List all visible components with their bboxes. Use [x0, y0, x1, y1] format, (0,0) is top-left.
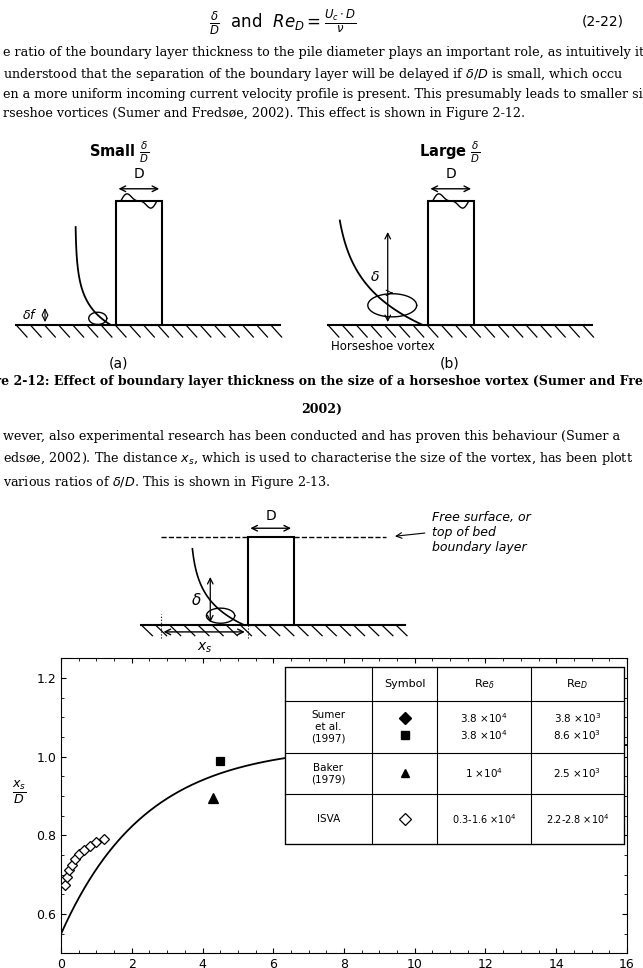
Text: 3.8 $\times$10$^4$: 3.8 $\times$10$^4$ — [460, 711, 508, 725]
Text: (b): (b) — [440, 356, 460, 370]
Text: $\delta$f: $\delta$f — [22, 308, 37, 322]
Text: 2.2-2.8 $\times$10$^4$: 2.2-2.8 $\times$10$^4$ — [546, 812, 609, 826]
Text: D: D — [446, 166, 456, 181]
Text: Small $\frac{\delta}{D}$: Small $\frac{\delta}{D}$ — [89, 140, 149, 166]
Y-axis label: $\frac{x_s}{D}$: $\frac{x_s}{D}$ — [12, 778, 27, 805]
Text: ISVA: ISVA — [317, 814, 340, 824]
Text: 8.6 $\times$10$^3$: 8.6 $\times$10$^3$ — [554, 729, 601, 742]
Text: Re$_D$: Re$_D$ — [566, 678, 588, 691]
Text: $\frac{\delta}{D}$  and  $Re_D = \frac{U_c \cdot D}{\nu}$: $\frac{\delta}{D}$ and $Re_D = \frac{U_c… — [209, 7, 357, 37]
Text: $x_s$: $x_s$ — [197, 640, 212, 654]
Text: boundary layer: boundary layer — [432, 541, 527, 555]
Text: e ratio of the boundary layer thickness to the pile diameter plays an important : e ratio of the boundary layer thickness … — [3, 46, 643, 120]
Text: Large $\frac{\delta}{D}$: Large $\frac{\delta}{D}$ — [419, 140, 481, 166]
Text: 2002): 2002) — [301, 403, 342, 416]
Text: 3.8 $\times$10$^3$: 3.8 $\times$10$^3$ — [554, 711, 601, 725]
Text: $\delta$: $\delta$ — [370, 270, 379, 284]
Text: top of bed: top of bed — [432, 527, 496, 539]
Text: Symbol: Symbol — [384, 680, 426, 689]
Text: 2.5 $\times$10$^3$: 2.5 $\times$10$^3$ — [554, 767, 601, 780]
Text: D: D — [134, 166, 144, 181]
Text: Horseshoe vortex: Horseshoe vortex — [331, 340, 435, 353]
Bar — [248, 536, 294, 625]
Text: wever, also experimental research has been conducted and has proven this behavio: wever, also experimental research has be… — [3, 431, 633, 491]
Bar — [428, 201, 474, 325]
Text: Free surface, or: Free surface, or — [432, 511, 531, 525]
Text: (a): (a) — [109, 356, 129, 370]
Text: 1 $\times$10$^4$: 1 $\times$10$^4$ — [465, 767, 503, 780]
Text: Sumer
et al.
(1997): Sumer et al. (1997) — [311, 711, 346, 743]
Text: $\delta$: $\delta$ — [191, 591, 201, 608]
Text: Baker
(1979): Baker (1979) — [311, 763, 346, 784]
Text: Re$_\delta$: Re$_\delta$ — [473, 678, 494, 691]
Bar — [116, 201, 162, 325]
Text: 0.3-1.6 $\times$10$^4$: 0.3-1.6 $\times$10$^4$ — [452, 812, 516, 826]
Text: 3.8 $\times$10$^4$: 3.8 $\times$10$^4$ — [460, 729, 508, 742]
Text: D: D — [266, 508, 276, 523]
Text: (2-22): (2-22) — [582, 15, 624, 29]
FancyBboxPatch shape — [285, 667, 624, 844]
Text: Figure 2-12: Effect of boundary layer thickness on the size of a horseshoe vorte: Figure 2-12: Effect of boundary layer th… — [0, 376, 643, 388]
